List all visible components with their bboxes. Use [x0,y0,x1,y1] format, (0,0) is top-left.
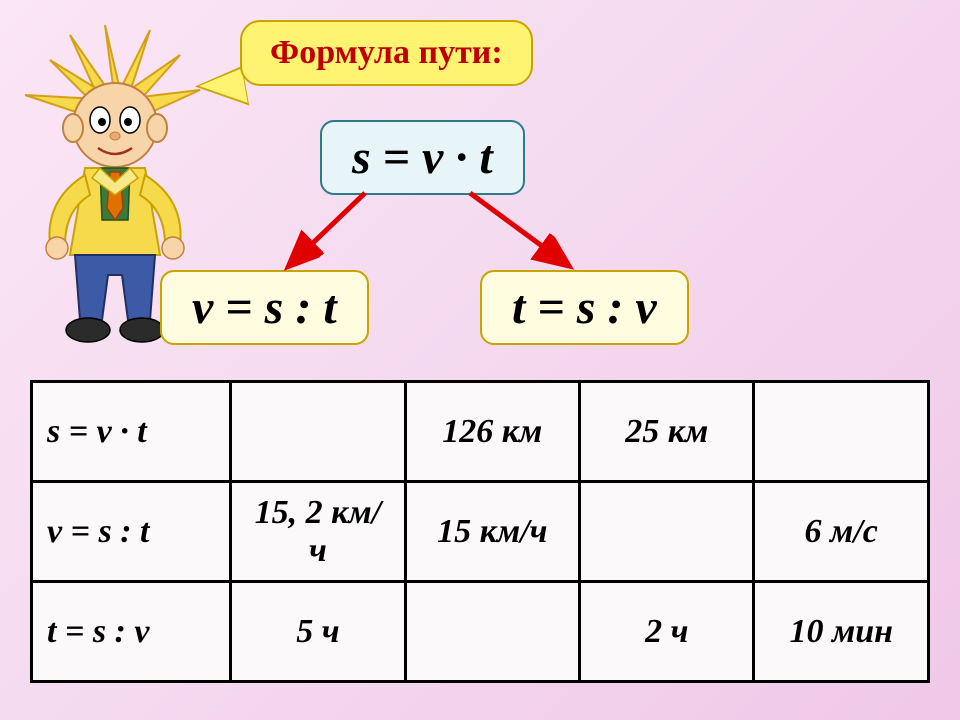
title-bubble: Формула пути: [240,20,533,86]
arrow-right [460,185,580,280]
cell: 6 м/с [754,482,929,582]
cell: 5 ч [231,582,405,682]
formula-left: v = s : t [160,270,369,345]
arrow-left [280,185,380,280]
cell: 15 км/ч [405,482,579,582]
cell: 15, 2 км/ч [231,482,405,582]
formula-table: s = v · t 126 км 25 км v = s : t 15, 2 к… [30,380,930,683]
cell: 126 км [405,382,579,482]
cell [231,382,405,482]
cell: 2 ч [580,582,754,682]
cell: 10 мин [754,582,929,682]
row-label: v = s : t [32,482,231,582]
cell [754,382,929,482]
cell [405,582,579,682]
table-row: s = v · t 126 км 25 км [32,382,929,482]
formula-main: s = v · t [320,120,525,195]
formula-right: t = s : v [480,270,689,345]
table-row: t = s : v 5 ч 2 ч 10 мин [32,582,929,682]
row-label: t = s : v [32,582,231,682]
cell: 25 км [580,382,754,482]
cell [580,482,754,582]
table-row: v = s : t 15, 2 км/ч 15 км/ч 6 м/с [32,482,929,582]
row-label: s = v · t [32,382,231,482]
